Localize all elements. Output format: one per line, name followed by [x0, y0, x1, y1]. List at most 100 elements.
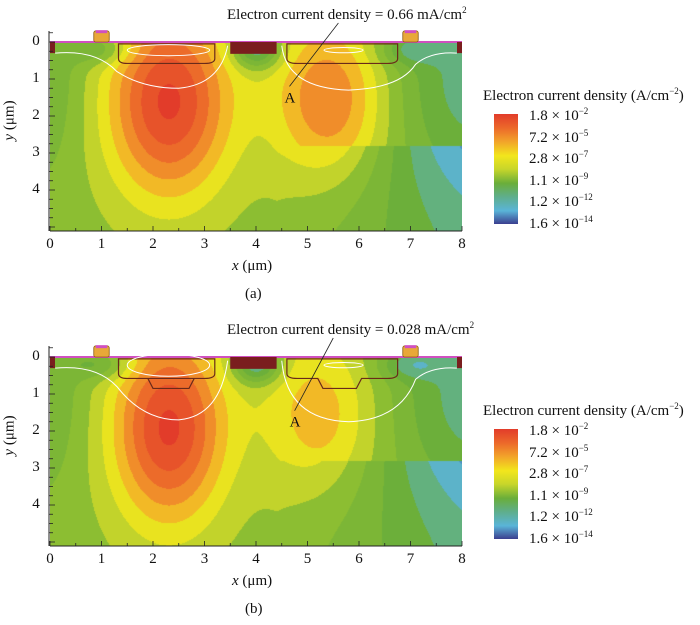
annotation-label: Electron current density = 0.028 mA/cm: [227, 322, 470, 338]
device-overlay: A: [48, 337, 463, 547]
inner-contour-right: [323, 362, 364, 369]
point-a-label: A: [290, 415, 301, 431]
colorbar-mantissa: 1.8 × 10: [529, 423, 579, 439]
colorbar-mantissa: 1.1 × 10: [529, 487, 579, 504]
right-edge-contact: [457, 357, 462, 369]
colorbar-title-text: Electron current density (A/cm: [483, 403, 670, 419]
y-axis-label: y (μm): [2, 415, 19, 455]
x-tick-label: 4: [252, 551, 260, 567]
colorbar-exponent: −9: [578, 170, 589, 181]
y-tick-label: 1: [32, 70, 40, 86]
x-tick-label: 6: [355, 236, 363, 252]
x-tick-label: 5: [303, 236, 312, 252]
annotation-sup: 2: [462, 5, 467, 15]
y-unit: (μm): [1, 415, 18, 449]
colorbar-mantissa: 7.2 × 10: [529, 129, 579, 146]
point-a-label: A: [284, 90, 295, 106]
x-tick-label: 0: [46, 551, 54, 567]
x-tick-label: 8: [458, 551, 466, 567]
annotation-leader: [294, 337, 334, 411]
x-axis-label: x (μm): [232, 573, 272, 590]
y-unit: (μm): [1, 100, 18, 134]
well-outline-left: [117, 358, 216, 380]
contour-fill: [50, 31, 462, 231]
colorbar-exponent: −12: [578, 192, 593, 202]
y-tick-label: 4: [32, 181, 40, 197]
panel-label: (b): [245, 601, 263, 617]
colorbar-mantissa: 1.2 × 10: [529, 509, 579, 525]
x-tick-label: 2: [149, 551, 157, 567]
colorbar-exponent: −14: [578, 528, 593, 539]
well-outline-left-step: [147, 378, 195, 390]
y-tick-label: 0: [32, 33, 40, 49]
colorbar-title-end: ): [678, 88, 684, 104]
gate-cap: [95, 30, 108, 34]
colorbar-title-sup: −2: [669, 401, 679, 411]
colorbar-title-end: ): [678, 403, 684, 419]
colorbar-mantissa: 2.8 × 10: [529, 466, 579, 482]
colorbar-mantissa: 2.8 × 10: [529, 151, 579, 167]
contour-plot: A: [48, 22, 463, 232]
colorbar-exponent: −12: [578, 507, 593, 517]
y-tick-label: 2: [32, 422, 40, 438]
inner-contour-right: [323, 47, 364, 54]
annotation-leader: [289, 22, 339, 87]
contour-fill: [50, 346, 462, 546]
x-tick-label: 2: [149, 236, 157, 252]
junction-left: [55, 45, 229, 89]
colorbar-mantissa: 7.2 × 10: [529, 444, 579, 461]
colorbar-label: 1.6 × 10−14: [529, 529, 593, 548]
colorbar-label: 1.8 × 10−2: [529, 421, 588, 440]
x-unit: (μm): [238, 573, 273, 589]
colorbar: [494, 429, 518, 539]
colorbar-label: 1.2 × 10−12: [529, 507, 593, 526]
x-tick-label: 1: [97, 551, 106, 567]
center-contact: [230, 357, 277, 369]
device-overlay: A: [48, 22, 463, 232]
colorbar-label: 1.8 × 10−2: [529, 106, 588, 125]
colorbar-title: Electron current density (A/cm−2): [483, 401, 684, 420]
colorbar-label: 1.1 × 10−9: [529, 486, 588, 505]
colorbar-title-sup: −2: [669, 86, 679, 96]
y-tick-label: 4: [32, 496, 40, 512]
colorbar-mantissa: 1.8 × 10: [529, 108, 579, 124]
x-tick-label: 3: [200, 236, 209, 252]
well-outline-right: [286, 43, 399, 65]
x-var: x: [232, 573, 239, 589]
colorbar-mantissa: 1.1 × 10: [529, 172, 579, 189]
y-tick-label: 0: [32, 348, 40, 364]
well-outline-right: [286, 358, 399, 390]
gate-cap: [404, 345, 417, 349]
panel-label: (a): [245, 286, 262, 302]
y-var: y: [1, 448, 18, 456]
left-edge-contact: [50, 357, 55, 369]
inner-contour-left: [126, 353, 211, 377]
colorbar-exponent: −2: [578, 106, 589, 116]
y-tick-label: 1: [32, 385, 40, 401]
y-tick-label: 3: [32, 459, 40, 475]
y-var: y: [1, 133, 18, 141]
y-tick-label: 2: [32, 107, 40, 123]
inner-contour-left: [126, 44, 211, 57]
colorbar: [494, 114, 518, 224]
center-contact: [230, 42, 277, 54]
gate-cap: [95, 345, 108, 349]
junction-right: [281, 45, 457, 91]
x-var: x: [232, 258, 239, 274]
left-edge-contact: [50, 42, 55, 54]
colorbar-mantissa: 1.6 × 10: [529, 215, 579, 232]
annotation-text: Electron current density = 0.028 mA/cm2: [227, 320, 474, 339]
x-tick-label: 5: [303, 551, 312, 567]
x-tick-label: 3: [200, 551, 209, 567]
colorbar-exponent: −5: [578, 442, 589, 453]
annotation-text: Electron current density = 0.66 mA/cm2: [227, 5, 467, 24]
colorbar-exponent: −9: [578, 485, 589, 496]
colorbar-label: 7.2 × 10−5: [529, 443, 588, 462]
colorbar-exponent: −7: [578, 149, 589, 159]
junction-right: [281, 360, 457, 423]
colorbar-exponent: −14: [578, 213, 593, 224]
colorbar-label: 1.6 × 10−14: [529, 214, 593, 233]
panel-a: Electron current density = 0.66 mA/cm2 A 0…: [0, 0, 700, 310]
x-tick-label: 8: [458, 236, 466, 252]
colorbar-exponent: −7: [578, 464, 589, 474]
